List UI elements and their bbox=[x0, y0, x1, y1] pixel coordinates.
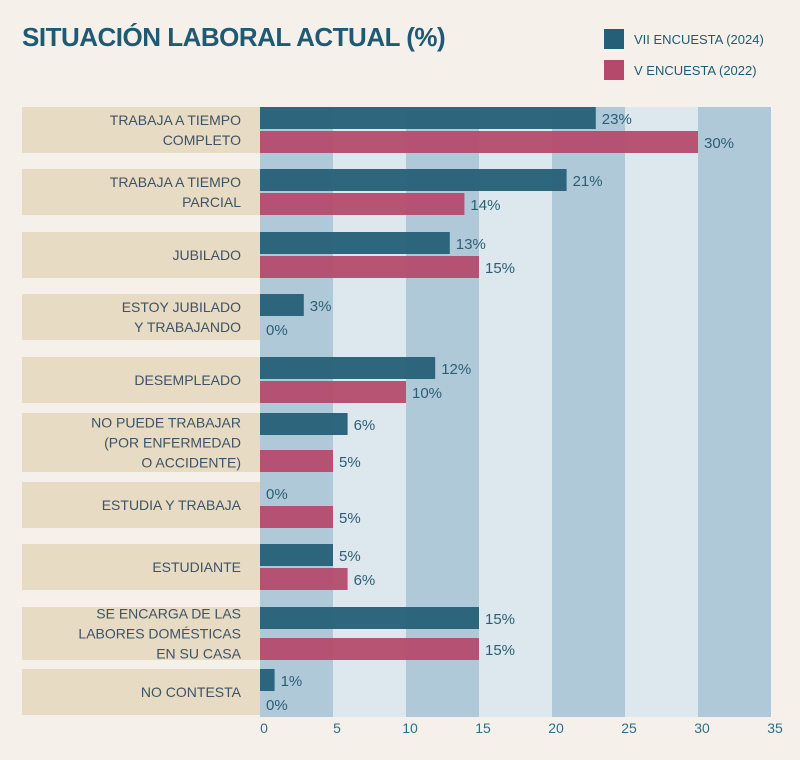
category-label: DESEMPLEADO bbox=[134, 372, 241, 388]
category-label: TRABAJA A TIEMPO bbox=[110, 174, 241, 190]
value-label-2022: 0% bbox=[266, 697, 288, 714]
category-label: ESTUDIANTE bbox=[152, 559, 241, 575]
value-label-2022: 15% bbox=[485, 260, 515, 277]
value-label-2024: 15% bbox=[485, 611, 515, 628]
category-box bbox=[22, 107, 260, 153]
x-tick-label: 20 bbox=[548, 720, 564, 736]
category-box bbox=[22, 669, 260, 715]
bar-2022 bbox=[260, 506, 333, 528]
bar-2022 bbox=[260, 193, 465, 215]
bar-2024 bbox=[260, 544, 333, 566]
x-tick-label: 30 bbox=[694, 720, 710, 736]
value-label-2024: 13% bbox=[456, 236, 486, 253]
x-tick-label: 0 bbox=[260, 720, 268, 736]
bar-2024 bbox=[260, 294, 304, 316]
category-label: JUBILADO bbox=[173, 247, 242, 263]
category-box bbox=[22, 294, 260, 340]
category-label: ESTUDIA Y TRABAJA bbox=[102, 497, 242, 513]
value-label-2024: 1% bbox=[281, 673, 303, 690]
bar-2024 bbox=[260, 669, 275, 691]
value-label-2022: 14% bbox=[470, 197, 500, 214]
bar-2022 bbox=[260, 638, 479, 660]
bar-2022 bbox=[260, 568, 348, 590]
x-tick-label: 35 bbox=[767, 720, 783, 736]
category-box bbox=[22, 357, 260, 403]
bar-2022 bbox=[260, 256, 479, 278]
category-label: COMPLETO bbox=[163, 132, 241, 148]
value-label-2022: 10% bbox=[412, 385, 442, 402]
legend-item-2022: V ENCUESTA (2022) bbox=[604, 60, 757, 80]
value-label-2024: 21% bbox=[573, 173, 603, 190]
category-box bbox=[22, 232, 260, 278]
bar-2024 bbox=[260, 357, 436, 379]
legend-label-2024: VII ENCUESTA (2024) bbox=[634, 31, 764, 47]
grid-band-15-20 bbox=[479, 107, 552, 717]
x-tick-label: 25 bbox=[621, 720, 637, 736]
category-label: PARCIAL bbox=[182, 194, 241, 210]
legend-swatch-2022 bbox=[604, 60, 624, 80]
value-label-2024: 12% bbox=[441, 361, 471, 378]
category-box bbox=[22, 544, 260, 590]
grid-band-20-25 bbox=[552, 107, 625, 717]
bar-2022 bbox=[260, 381, 406, 403]
category-label: LABORES DOMÉSTICAS bbox=[78, 626, 241, 642]
category-label: SE ENCARGA DE LAS bbox=[96, 606, 241, 622]
category-label: NO CONTESTA bbox=[141, 684, 242, 700]
value-label-2022: 0% bbox=[266, 322, 288, 339]
value-label-2024: 6% bbox=[354, 417, 376, 434]
category-box bbox=[22, 482, 260, 528]
category-label: O ACCIDENTE) bbox=[141, 455, 241, 471]
bar-2024 bbox=[260, 413, 348, 435]
bar-2024 bbox=[260, 107, 596, 129]
category-label: (POR ENFERMEDAD bbox=[104, 435, 241, 451]
category-label: ESTOY JUBILADO bbox=[122, 299, 241, 315]
value-label-2024: 0% bbox=[266, 486, 288, 503]
value-label-2022: 5% bbox=[339, 510, 361, 527]
value-label-2024: 3% bbox=[310, 298, 332, 315]
value-label-2022: 6% bbox=[354, 572, 376, 589]
category-label: EN SU CASA bbox=[156, 646, 241, 662]
category-label: NO PUEDE TRABAJAR bbox=[91, 415, 241, 431]
category-box bbox=[22, 169, 260, 215]
x-tick-label: 10 bbox=[402, 720, 418, 736]
bar-2022 bbox=[260, 450, 333, 472]
value-label-2024: 23% bbox=[602, 111, 632, 128]
category-box bbox=[22, 607, 260, 660]
value-label-2022: 15% bbox=[485, 642, 515, 659]
chart-title: SITUACIÓN LABORAL ACTUAL (%) bbox=[22, 22, 446, 52]
grid-band-30-35 bbox=[698, 107, 771, 717]
legend-swatch-2024 bbox=[604, 29, 624, 49]
bar-2024 bbox=[260, 169, 567, 191]
category-label: Y TRABAJANDO bbox=[134, 319, 241, 335]
category-label: TRABAJA A TIEMPO bbox=[110, 112, 241, 128]
value-label-2022: 5% bbox=[339, 454, 361, 471]
bar-2024 bbox=[260, 607, 479, 629]
legend-item-2024: VII ENCUESTA (2024) bbox=[604, 29, 764, 49]
grid-band-25-30 bbox=[625, 107, 698, 717]
category-box bbox=[22, 413, 260, 472]
bar-2022 bbox=[260, 131, 698, 153]
legend-label-2022: V ENCUESTA (2022) bbox=[634, 62, 757, 78]
bar-2024 bbox=[260, 232, 450, 254]
value-label-2024: 5% bbox=[339, 548, 361, 565]
x-tick-label: 5 bbox=[333, 720, 341, 736]
value-label-2022: 30% bbox=[704, 135, 734, 152]
x-tick-label: 15 bbox=[475, 720, 491, 736]
